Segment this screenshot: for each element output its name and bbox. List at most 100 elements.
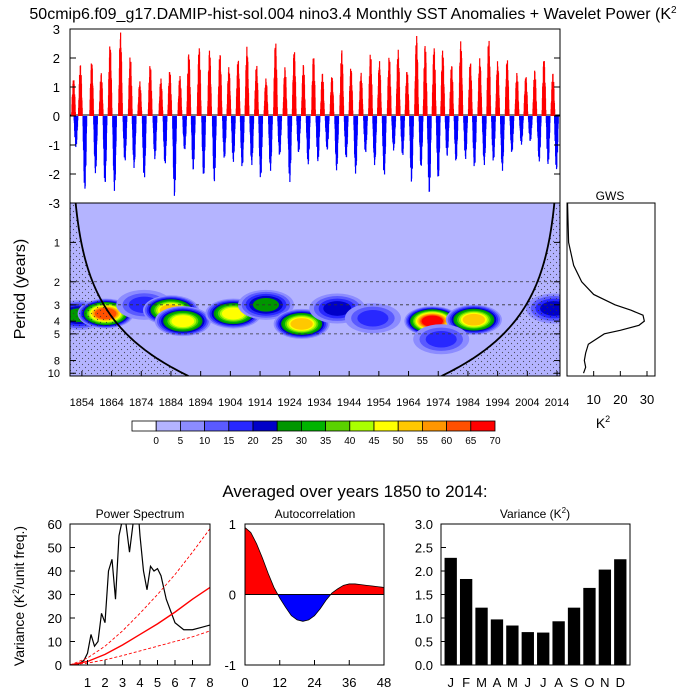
- anomaly-event: [523, 77, 529, 116]
- period-tick-label: 5: [54, 329, 60, 341]
- anomaly-event: [532, 70, 538, 116]
- figure-title: 50cmip6.f09_g17.DAMIP-hist-sol.004 nino3…: [29, 5, 677, 23]
- wavelet-blob: [238, 289, 294, 320]
- anomaly-event: [491, 116, 496, 161]
- anomaly-event: [353, 116, 359, 174]
- anomaly-event: [334, 116, 340, 171]
- year-tick-label: 1964: [396, 397, 420, 409]
- variance-bar: [444, 557, 457, 665]
- anomaly-event: [414, 35, 419, 116]
- variance-bar: [459, 578, 473, 665]
- colorbar-cell: [204, 420, 230, 432]
- power-spectrum-upper-line: [70, 528, 210, 665]
- anomaly-event: [167, 72, 173, 116]
- period-tick-label: 10: [48, 368, 60, 380]
- anomaly-event: [554, 116, 559, 170]
- anomaly-event: [305, 116, 311, 165]
- variance-month-label: J: [525, 675, 532, 690]
- colorbar-cell: [179, 420, 205, 432]
- anomaly-event: [296, 116, 302, 153]
- ps-ytick-label: 40: [48, 564, 62, 579]
- anomaly-event: [477, 58, 483, 116]
- ps-xtick-label: 3: [119, 675, 126, 690]
- year-tick-label: 1934: [307, 397, 331, 409]
- anomaly-event: [282, 67, 288, 116]
- wavelet-blob: [413, 324, 470, 355]
- variance-bar: [490, 619, 504, 665]
- anomaly-event: [440, 50, 446, 116]
- anomaly-event: [112, 116, 117, 191]
- colorbar-cell: [131, 420, 157, 432]
- anomaly-event: [545, 116, 551, 164]
- anomaly-event: [158, 78, 164, 116]
- anomaly-event: [472, 116, 477, 167]
- colorbar-label: 50: [393, 436, 405, 447]
- autocorrelation-panel: Autocorrelation 0 12 24 36 48 1 0 -1: [224, 507, 391, 690]
- colorbar-cell: [397, 420, 423, 432]
- ps-xtick-label: 8: [206, 675, 213, 690]
- wavelet-contour: [290, 318, 313, 330]
- anomaly-event: [453, 116, 459, 161]
- gws-panel: GWS 10 20 30 K2: [566, 189, 656, 431]
- anomaly-event: [89, 63, 95, 116]
- colorbar-cell: [446, 420, 472, 432]
- year-tick-label: 1914: [248, 397, 272, 409]
- power-spectrum-title: Power Spectrum: [96, 507, 185, 521]
- gws-title: GWS: [596, 189, 625, 203]
- colorbar-cell: [470, 420, 496, 432]
- ac-xtick-label: 36: [342, 675, 356, 690]
- anomaly-event: [444, 116, 450, 156]
- variance-bar: [475, 607, 488, 665]
- period-tick-label: 8: [54, 356, 60, 368]
- anomaly-event: [207, 50, 212, 116]
- period-tick-label: 4: [54, 316, 60, 328]
- anomaly-event: [287, 116, 293, 183]
- power-spectrum-ylabel: Variance (K2/unit freq.): [11, 526, 27, 666]
- colorbar-label: 30: [296, 436, 308, 447]
- anomaly-event: [186, 54, 192, 116]
- variance-month-label: F: [462, 675, 470, 690]
- colorbar-cell: [373, 420, 399, 432]
- anomaly-event: [348, 68, 354, 116]
- year-tick-label: 1884: [159, 397, 183, 409]
- variance-ytick-label: 1.0: [415, 611, 433, 626]
- anomaly-event: [137, 81, 143, 116]
- anomaly-event: [368, 54, 373, 116]
- anomaly-event: [343, 116, 349, 158]
- colorbar-cell: [300, 420, 326, 432]
- power-spectrum-red-noise-line: [70, 586, 210, 665]
- variance-bar: [521, 632, 534, 665]
- ps-xtick-label: 7: [189, 675, 196, 690]
- anomaly-event: [422, 46, 428, 116]
- ac-xtick-label: 0: [241, 675, 248, 690]
- colorbar-cell: [228, 420, 254, 432]
- colorbar-cell: [325, 420, 351, 432]
- anomaly-event: [78, 65, 83, 116]
- ac-xtick-label: 24: [307, 675, 321, 690]
- year-tick-label: 1954: [367, 397, 391, 409]
- period-tick-label: 1: [54, 237, 60, 249]
- colorbar-label: 35: [320, 436, 332, 447]
- anomaly-ytick-label: 3: [53, 22, 60, 37]
- variance-month-label: S: [570, 675, 579, 690]
- colorbar-cell: [421, 420, 447, 432]
- anomaly-event: [486, 40, 492, 116]
- averaged-subtitle: Averaged over years 1850 to 2014:: [222, 482, 487, 501]
- anomaly-event: [395, 49, 401, 116]
- anomaly-event: [358, 72, 364, 116]
- year-tick-label: 1944: [337, 397, 361, 409]
- variance-ytick-label: 2.5: [415, 541, 433, 556]
- anomaly-event: [329, 77, 335, 116]
- anomaly-event: [418, 116, 424, 166]
- anomaly-event: [226, 67, 232, 116]
- colorbar-label: 65: [465, 436, 477, 447]
- ac-xtick-label: 12: [273, 675, 287, 690]
- ps-xtick-label: 4: [136, 675, 143, 690]
- wavelet-contour: [221, 307, 245, 320]
- colorbar-label: 20: [247, 436, 259, 447]
- anomaly-event: [230, 116, 236, 162]
- anomaly-event: [268, 116, 273, 171]
- anomaly-event: [404, 72, 410, 116]
- autocorr-negative-area: [277, 594, 332, 622]
